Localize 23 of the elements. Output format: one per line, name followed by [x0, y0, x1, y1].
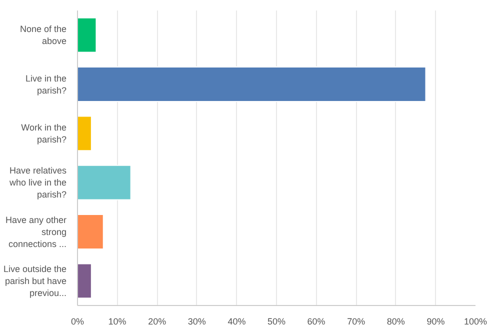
- bar: [78, 263, 92, 299]
- x-tick-label: 90%: [426, 316, 445, 326]
- y-tick-label: Have relatives who live in the parish?: [8, 166, 67, 200]
- y-tick-label: Work in the parish?: [21, 122, 67, 144]
- bar: [78, 116, 92, 152]
- y-tick-label: None of the above: [20, 24, 67, 46]
- x-tick-label: 0%: [70, 316, 84, 326]
- bar: [78, 66, 426, 102]
- y-tick-label: Have any other strong connections ...: [5, 214, 67, 249]
- bar: [78, 17, 97, 53]
- x-tick-label: 40%: [228, 316, 246, 326]
- x-tick-label: 30%: [188, 316, 206, 326]
- x-tick-label: 100%: [464, 316, 488, 326]
- x-tick-label: 60%: [307, 316, 326, 326]
- x-tick-label: 10%: [108, 316, 126, 326]
- bar: [78, 164, 132, 200]
- x-tick-label: 50%: [267, 316, 286, 326]
- x-tick-label: 80%: [386, 316, 405, 326]
- y-tick-label: Live outside the parish but have previou...: [3, 264, 67, 298]
- y-tick-label: Live in the parish?: [25, 73, 67, 96]
- x-tick-label: 70%: [347, 316, 366, 326]
- x-tick-label: 20%: [148, 316, 166, 326]
- bar: [78, 214, 104, 250]
